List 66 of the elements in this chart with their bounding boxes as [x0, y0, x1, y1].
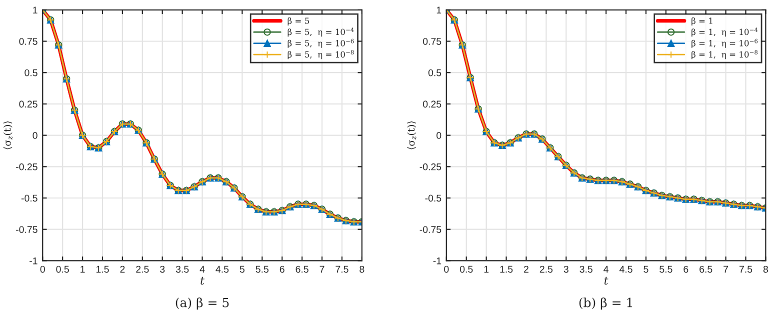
x-axis-title: t: [200, 276, 205, 285]
x-tick-label: 5.5: [660, 266, 672, 273]
legend-label: β = 5, η = 10$^{−4}$: [288, 28, 354, 37]
x-tick-label: 1: [484, 266, 489, 273]
y-tick-label: -0.5: [425, 194, 442, 202]
y-axis-title: ⟨σ$_{z}$(t)⟩: [3, 121, 12, 150]
x-tick-label: 1: [80, 266, 85, 273]
x-tick-label: 5: [644, 266, 648, 273]
x-tick-label: 2: [524, 266, 528, 273]
y-tick-label: 0.5: [24, 69, 38, 76]
x-tick-label: 0.5: [460, 266, 473, 273]
y-tick-label: 0: [32, 132, 38, 139]
y-tick-label: -0.75: [420, 226, 442, 233]
x-tick-label: 5: [240, 266, 244, 273]
y-tick-label: 0.5: [428, 69, 442, 76]
y-tick-label: -1: [30, 258, 38, 264]
x-tick-label: 4: [604, 266, 608, 273]
x-tick-label: 6: [684, 266, 688, 273]
x-tick-label: 7: [320, 266, 324, 273]
x-tick-label: 3.5: [580, 266, 592, 273]
x-tick-label: 7.5: [739, 266, 752, 273]
legend-label: β = 1, η = 10$^{−8}$: [692, 50, 758, 60]
y-tick-label: 0.75: [19, 38, 38, 45]
y-tick-label: 0: [436, 132, 442, 139]
x-tick-label: 4.5: [216, 266, 229, 273]
x-tick-label: 8: [360, 266, 364, 273]
x-tick-label: 6.5: [296, 266, 308, 273]
x-axis-title: t: [604, 276, 608, 285]
legend-label: β = 1: [692, 17, 712, 26]
legend-label: β = 1, η = 10$^{−6}$: [692, 38, 758, 48]
y-tick-label: 1: [33, 6, 38, 14]
y-axis-title: ⟨σ$_{z}$(t)⟩: [407, 121, 416, 150]
y-tick-label: 0.25: [19, 100, 38, 108]
y-tick-label: -0.25: [420, 163, 442, 170]
x-tick-label: 3: [160, 266, 165, 273]
text: (b) β = 1: [579, 298, 632, 310]
y-tick-label: 0.25: [423, 100, 442, 108]
x-tick-label: 1.5: [500, 266, 513, 273]
x-tick-label: 2.5: [540, 266, 553, 273]
y-tick-label: 1: [436, 6, 442, 14]
y-tick-label: -1: [433, 258, 442, 264]
y-tick-label: 0.75: [423, 38, 442, 45]
x-tick-label: 1.5: [96, 266, 109, 273]
y-tick-label: -0.25: [16, 163, 38, 170]
y-tick-label: -0.5: [21, 194, 38, 202]
y-tick-label: -0.75: [16, 226, 38, 233]
x-tick-label: 4: [200, 266, 205, 273]
x-tick-label: 3: [564, 266, 568, 273]
x-tick-label: 7: [724, 266, 728, 273]
x-tick-label: 8: [763, 266, 768, 273]
legend-label: β = 5, η = 10$^{−8}$: [288, 50, 354, 60]
x-tick-label: 0.5: [56, 266, 69, 273]
legend-label: β = 5: [288, 17, 310, 26]
x-tick-label: 0: [40, 266, 45, 273]
text: (a) β = 5: [176, 298, 229, 310]
x-tick-label: 0: [444, 266, 449, 273]
legend-label: β = 1, η = 10$^{−4}$: [692, 28, 758, 37]
x-tick-label: 2: [120, 266, 125, 273]
x-tick-label: 6.5: [700, 266, 712, 273]
x-tick-label: 5.5: [256, 266, 268, 273]
x-tick-label: 2.5: [136, 266, 149, 273]
x-tick-label: 4.5: [619, 266, 632, 273]
x-tick-label: 3.5: [176, 266, 189, 273]
x-tick-label: 6: [280, 266, 284, 273]
legend-label: β = 5, η = 10$^{−6}$: [288, 38, 354, 48]
x-tick-label: 7.5: [336, 266, 348, 273]
